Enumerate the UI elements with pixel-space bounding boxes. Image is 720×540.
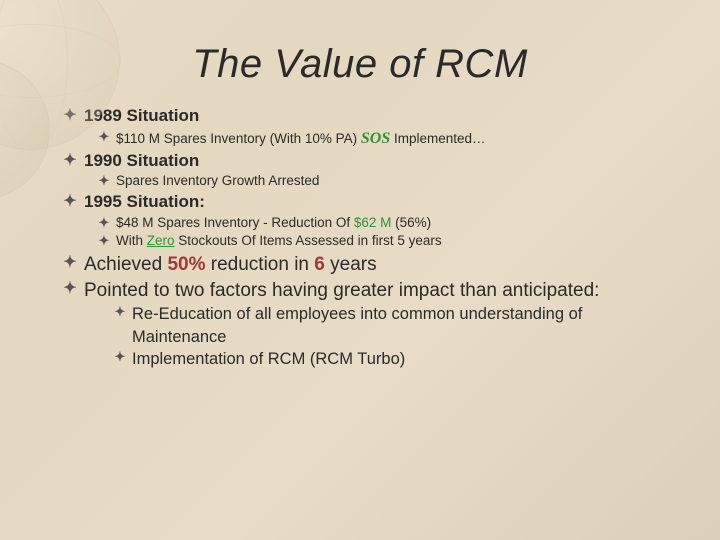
situation-detail: With Zero Stockouts Of Items Assessed in… bbox=[116, 232, 442, 250]
slide-content: ✦ 1989 Situation ✦ $110 M Spares Invento… bbox=[0, 105, 720, 370]
factor-item: Re-Education of all employees into commo… bbox=[132, 303, 672, 348]
list-item: ✦ $110 M Spares Inventory (With 10% PA) … bbox=[92, 128, 672, 150]
list-item: ✦ 1995 Situation: bbox=[56, 191, 672, 214]
situation-heading: 1995 Situation: bbox=[84, 191, 205, 214]
red-text: 50% bbox=[167, 254, 205, 275]
bullet-icon: ✦ bbox=[92, 232, 116, 250]
list-item: ✦ Re-Education of all employees into com… bbox=[108, 303, 672, 348]
green-text: $62 M bbox=[354, 215, 392, 230]
bullet-icon: ✦ bbox=[92, 128, 116, 150]
bullet-icon: ✦ bbox=[108, 303, 132, 348]
situation-detail: $48 M Spares Inventory - Reduction Of $6… bbox=[116, 214, 431, 232]
bullet-icon: ✦ bbox=[56, 278, 84, 304]
factors-intro: Pointed to two factors having greater im… bbox=[84, 278, 599, 304]
list-item: ✦ Pointed to two factors having greater … bbox=[56, 278, 672, 304]
list-item: ✦ With Zero Stockouts Of Items Assessed … bbox=[92, 232, 672, 250]
text: $110 M Spares Inventory (With 10% PA) bbox=[116, 131, 361, 146]
text: years bbox=[325, 254, 377, 275]
red-text: 6 bbox=[314, 254, 325, 275]
text: reduction in bbox=[205, 254, 314, 275]
list-item: ✦ 1990 Situation bbox=[56, 150, 672, 173]
list-item: ✦ Implementation of RCM (RCM Turbo) bbox=[108, 348, 672, 370]
bullet-icon: ✦ bbox=[108, 348, 132, 370]
factor-item: Implementation of RCM (RCM Turbo) bbox=[132, 348, 405, 370]
text: Achieved bbox=[84, 254, 167, 275]
list-item: ✦ $48 M Spares Inventory - Reduction Of … bbox=[92, 214, 672, 232]
bullet-icon: ✦ bbox=[56, 191, 84, 214]
text: $48 M Spares Inventory - Reduction Of bbox=[116, 215, 354, 230]
list-item: ✦ 1989 Situation bbox=[56, 105, 672, 128]
achieved-line: Achieved 50% reduction in 6 years bbox=[84, 252, 377, 278]
situation-heading: 1990 Situation bbox=[84, 150, 199, 173]
bullet-icon: ✦ bbox=[92, 214, 116, 232]
zero-text: Zero bbox=[147, 233, 175, 248]
list-item: ✦ Achieved 50% reduction in 6 years bbox=[56, 252, 672, 278]
bullet-icon: ✦ bbox=[56, 150, 84, 173]
text: Implemented… bbox=[390, 131, 485, 146]
sos-text: SOS bbox=[361, 130, 390, 147]
situation-detail: Spares Inventory Growth Arrested bbox=[116, 172, 319, 190]
list-item: ✦ Spares Inventory Growth Arrested bbox=[92, 172, 672, 190]
situation-detail: $110 M Spares Inventory (With 10% PA) SO… bbox=[116, 128, 486, 150]
text: (56%) bbox=[391, 215, 431, 230]
bullet-icon: ✦ bbox=[56, 252, 84, 278]
text: With bbox=[116, 233, 147, 248]
bullet-icon: ✦ bbox=[92, 172, 116, 190]
text: Stockouts Of Items Assessed in first 5 y… bbox=[175, 233, 442, 248]
